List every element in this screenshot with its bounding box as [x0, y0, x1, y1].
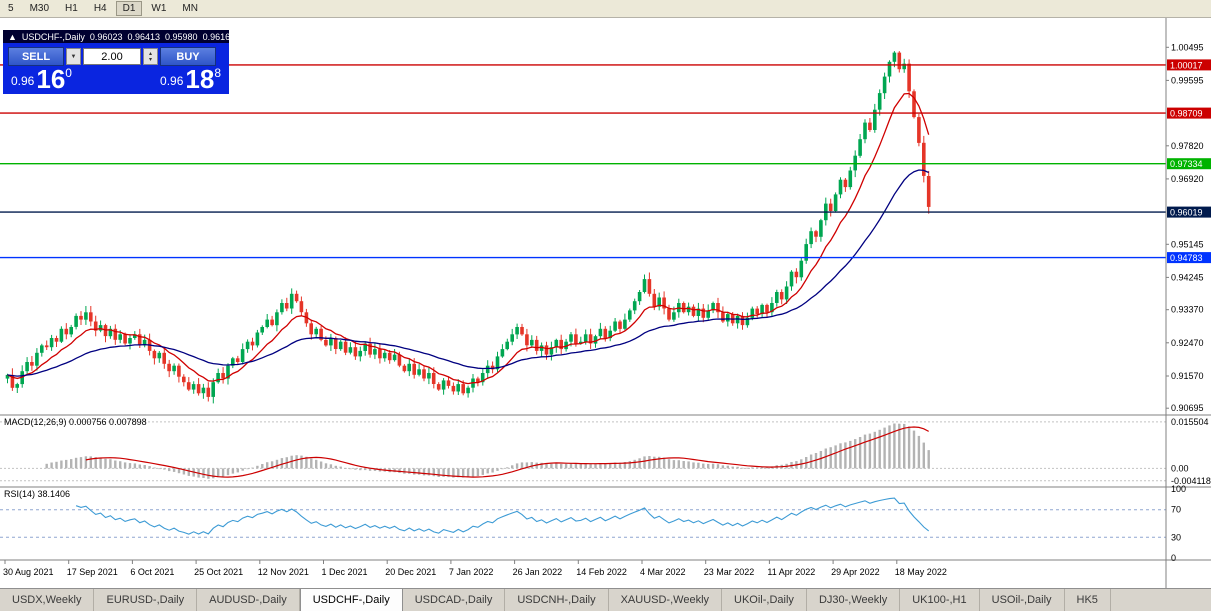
svg-text:12 Nov 2021: 12 Nov 2021: [258, 567, 309, 577]
buy-price-base: 0.96: [160, 74, 184, 88]
svg-text:0: 0: [1171, 553, 1176, 563]
sell-price-base: 0.96: [11, 74, 35, 88]
volume-input[interactable]: [83, 48, 141, 65]
svg-text:29 Apr 2022: 29 Apr 2022: [831, 567, 880, 577]
svg-text:0.95145: 0.95145: [1171, 239, 1204, 249]
chart-symbol-label: USDCHF-,Daily: [21, 31, 85, 42]
sell-button[interactable]: SELL: [8, 47, 64, 66]
svg-text:0.015504: 0.015504: [1171, 417, 1209, 427]
chart-tab-hk5[interactable]: HK5: [1064, 589, 1111, 611]
svg-text:0.93370: 0.93370: [1171, 305, 1204, 315]
price-chart-canvas[interactable]: 1.00495 0.99595 0.97820 0.96920 0.95145 0.942…: [0, 18, 1211, 588]
svg-text:0.99595: 0.99595: [1171, 75, 1204, 85]
svg-text:23 Mar 2022: 23 Mar 2022: [704, 567, 755, 577]
collapse-panel-icon[interactable]: ▲: [8, 31, 17, 42]
svg-text:4 Mar 2022: 4 Mar 2022: [640, 567, 686, 577]
chart-tab-usdchfdaily[interactable]: USDCHF-,Daily: [299, 589, 403, 611]
svg-text:18 May 2022: 18 May 2022: [895, 567, 947, 577]
spin-up-icon: ▴: [148, 50, 152, 57]
trade-panel-body: SELL ▼ ▴ ▾ BUY 0.96 16 0: [3, 43, 229, 94]
chart-tab-xauusdweekly[interactable]: XAUUSD-,Weekly: [608, 589, 723, 611]
buy-button[interactable]: BUY: [160, 47, 216, 66]
spin-down-icon: ▾: [148, 56, 152, 63]
timeframe-button-m30[interactable]: M30: [29, 3, 50, 14]
timeframe-toolbar: 5 M30 H1 H4 D1 W1 MN: [0, 0, 1211, 18]
sell-price-pips: 16: [36, 64, 66, 94]
ohlc-open: 0.96023: [89, 31, 123, 42]
timeframe-button-mn[interactable]: MN: [182, 3, 198, 14]
svg-text:0.98709: 0.98709: [1170, 109, 1203, 119]
svg-text:20 Dec 2021: 20 Dec 2021: [385, 567, 436, 577]
svg-text:0.97820: 0.97820: [1171, 141, 1204, 151]
buy-price-pips: 18: [185, 64, 215, 94]
svg-text:-0.004118: -0.004118: [1171, 476, 1211, 486]
svg-text:100: 100: [1171, 484, 1186, 494]
chart-tab-ukoildaily[interactable]: UKOil-,Daily: [722, 589, 807, 611]
svg-text:6 Oct 2021: 6 Oct 2021: [130, 567, 174, 577]
svg-text:1.00495: 1.00495: [1171, 42, 1204, 52]
svg-text:70: 70: [1171, 505, 1181, 515]
volume-spinner[interactable]: ▴ ▾: [143, 48, 158, 65]
svg-text:0.96019: 0.96019: [1170, 208, 1203, 218]
svg-text:0.94783: 0.94783: [1170, 253, 1203, 263]
sell-price-frac: 0: [65, 66, 72, 80]
ohlc-close: 0.96160: [202, 31, 236, 42]
ohlc-high: 0.96413: [127, 31, 161, 42]
svg-text:0.91570: 0.91570: [1171, 371, 1204, 381]
svg-text:26 Jan 2022: 26 Jan 2022: [513, 567, 563, 577]
svg-text:7 Jan 2022: 7 Jan 2022: [449, 567, 494, 577]
svg-text:17 Sep 2021: 17 Sep 2021: [67, 567, 118, 577]
chart-tab-usoildaily[interactable]: USOil-,Daily: [979, 589, 1065, 611]
timeframe-button-w1[interactable]: W1: [151, 3, 167, 14]
chart-tab-usdcnhdaily[interactable]: USDCNH-,Daily: [505, 589, 609, 611]
svg-text:1 Dec 2021: 1 Dec 2021: [322, 567, 368, 577]
svg-text:0.97334: 0.97334: [1170, 159, 1203, 169]
macd-indicator-label: MACD(12,26,9) 0.000756 0.007898: [4, 417, 147, 427]
svg-text:0.96920: 0.96920: [1171, 174, 1204, 184]
svg-text:30: 30: [1171, 532, 1181, 542]
rsi-indicator-label: RSI(14) 38.1406: [4, 489, 71, 499]
timeframe-button-d1[interactable]: D1: [115, 1, 143, 16]
svg-text:0.94245: 0.94245: [1171, 272, 1204, 282]
buy-price-frac: 8: [214, 66, 221, 80]
svg-text:0.90695: 0.90695: [1171, 403, 1204, 413]
timeframe-button-5[interactable]: 5: [8, 3, 14, 14]
volume-dropdown-button[interactable]: ▼: [66, 48, 81, 65]
sell-price[interactable]: 0.96 16 0: [11, 64, 72, 94]
chart-area: 1.00495 0.99595 0.97820 0.96920 0.95145 0.942…: [0, 18, 1211, 588]
svg-text:11 Apr 2022: 11 Apr 2022: [767, 567, 815, 577]
chart-tab-dj30weekly[interactable]: DJ30-,Weekly: [806, 589, 901, 611]
svg-text:25 Oct 2021: 25 Oct 2021: [194, 567, 243, 577]
buy-price[interactable]: 0.96 18 8: [160, 64, 221, 94]
chart-tabbar: USDX,Weekly EURUSD-,Daily AUDUSD-,Daily USD…: [0, 588, 1211, 611]
chart-tab-uk100h1[interactable]: UK100-,H1: [900, 589, 980, 611]
svg-text:0.00: 0.00: [1171, 463, 1189, 473]
svg-text:14 Feb 2022: 14 Feb 2022: [576, 567, 627, 577]
chart-tab-usdcaddaily[interactable]: USDCAD-,Daily: [402, 589, 506, 611]
svg-text:30 Aug 2021: 30 Aug 2021: [3, 567, 54, 577]
chart-tab-eurusddaily[interactable]: EURUSD-,Daily: [94, 589, 198, 611]
svg-text:1.00017: 1.00017: [1170, 60, 1203, 70]
svg-text:0.92470: 0.92470: [1171, 338, 1204, 348]
ohlc-low: 0.95980: [165, 31, 198, 42]
timeframe-button-h4[interactable]: H4: [93, 3, 107, 14]
dropdown-arrow-icon: ▼: [70, 53, 77, 60]
chart-tab-usdxweekly[interactable]: USDX,Weekly: [0, 589, 95, 611]
chart-ohlc-header: ▲ USDCHF-,Daily 0.96023 0.96413 0.95980 …: [3, 30, 235, 43]
chart-tab-audusddaily[interactable]: AUDUSD-,Daily: [197, 589, 300, 611]
timeframe-button-h1[interactable]: H1: [65, 3, 78, 14]
one-click-trading-panel: ▲ USDCHF-,Daily 0.96023 0.96413 0.95980 …: [3, 30, 235, 94]
